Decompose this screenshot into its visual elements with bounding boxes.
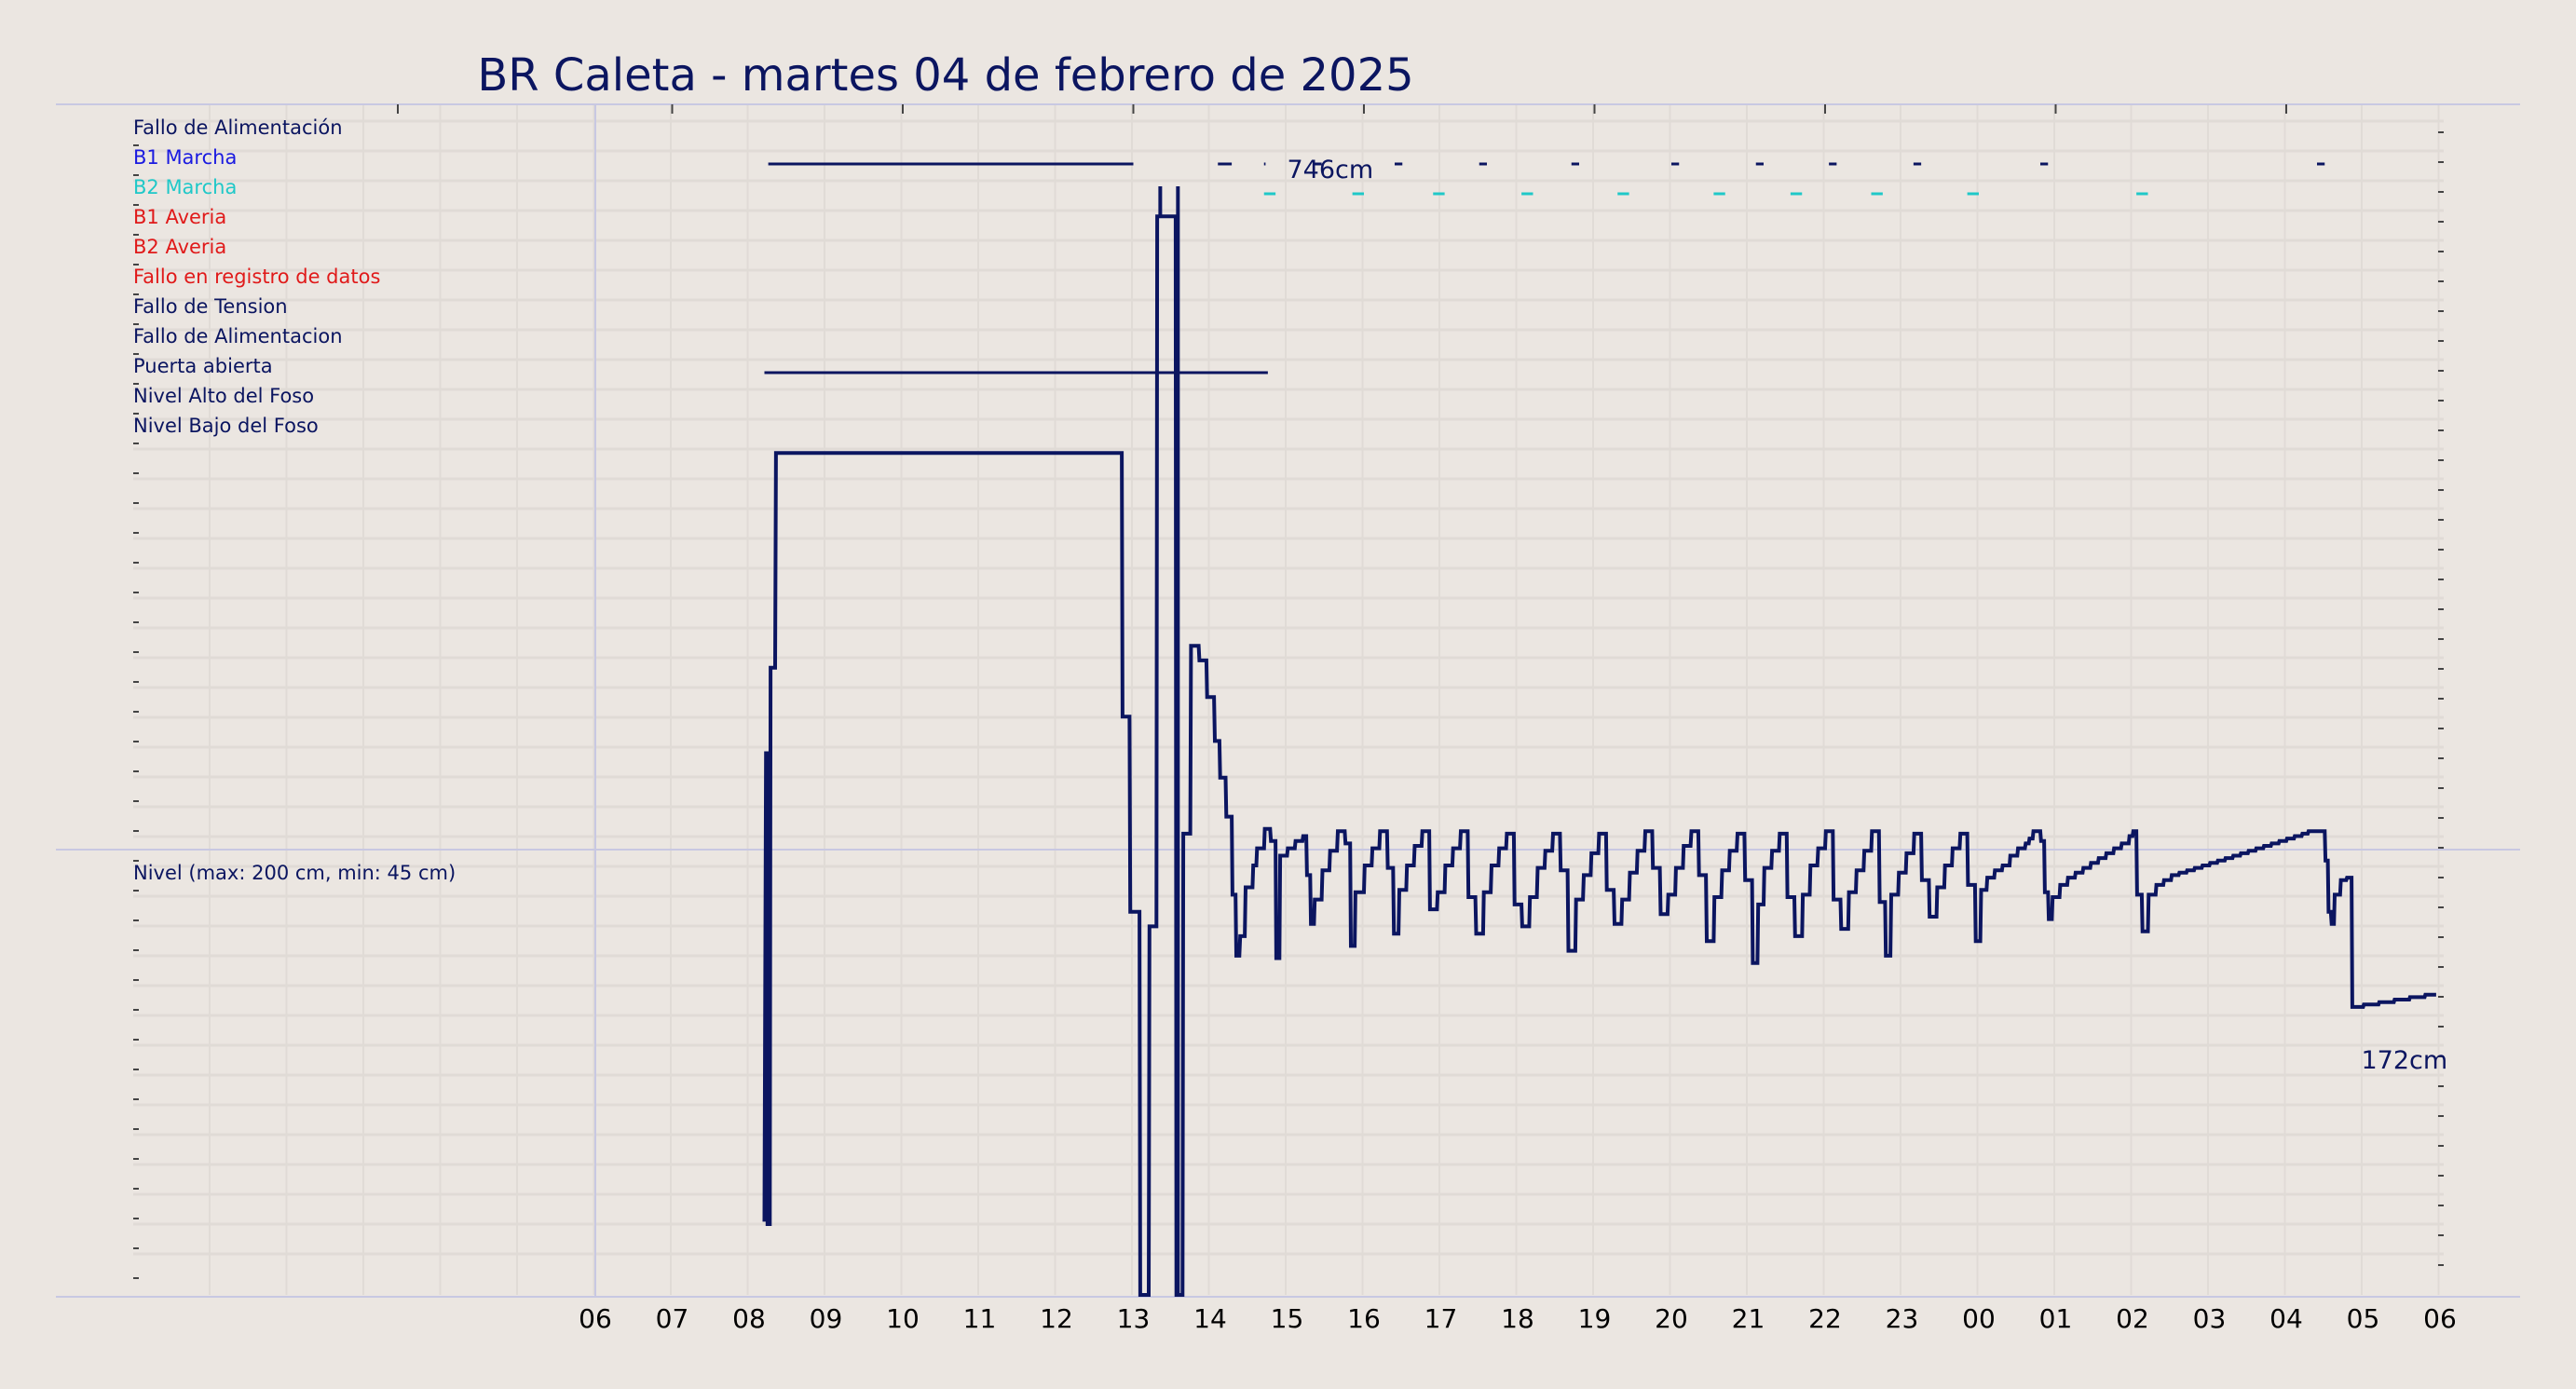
x-tick-label: 01 [2039,1303,2073,1334]
status-label: B1 Marcha [133,146,237,169]
x-tick-label: 11 [963,1303,997,1334]
grid [133,104,2444,1295]
status-label: Fallo de Alimentacion [133,325,343,347]
annotation-label: 746cm [1288,156,1374,184]
level-label: Nivel (max: 200 cm, min: 45 cm) [133,862,456,884]
x-tick-label: 21 [1732,1303,1765,1334]
status-label: Fallo de Tension [133,295,288,318]
annotation-label: 172cm [2362,1046,2448,1075]
x-tick-label: 04 [2269,1303,2303,1334]
x-tick-label: 05 [2347,1303,2380,1334]
annotations: 746cm 172cm [1288,156,2448,1075]
status-label: B2 Averia [133,236,226,258]
status-label: Fallo en registro de datos [133,266,380,288]
x-tick-label: 09 [810,1303,843,1334]
x-tick-label: 14 [1193,1303,1227,1334]
chart-title: BR Caleta - martes 04 de febrero de 2025 [477,49,1413,102]
x-tick-label: 00 [1962,1303,1996,1334]
status-label: Puerta abierta [133,355,273,377]
x-tick-label: 12 [1040,1303,1073,1334]
status-label: Nivel Alto del Foso [133,385,314,407]
x-tick-label: 16 [1347,1303,1381,1334]
x-tick-label: 03 [2193,1303,2227,1334]
x-tick-label: 17 [1424,1303,1458,1334]
x-tick-label: 08 [732,1303,766,1334]
status-labels: Fallo de Alimentación B1 Marcha B2 Marcha B… [133,116,380,437]
x-tick-label: 06 [2423,1303,2457,1334]
x-tick-label: 07 [656,1303,689,1334]
x-tick-label: 02 [2116,1303,2149,1334]
x-tick-label: 15 [1271,1303,1304,1334]
status-runs [764,162,2325,374]
plot-frame [56,103,2520,1298]
x-tick-label: 23 [1886,1303,1919,1334]
level-line [762,214,2436,1297]
x-tick-label: 22 [1808,1303,1842,1334]
status-label: B2 Marcha [133,176,237,198]
x-tick-label: 06 [579,1303,612,1334]
x-tick-label: 18 [1501,1303,1534,1334]
x-tick-label: 10 [886,1303,920,1334]
level-series [762,186,2436,1297]
status-label: Fallo de Alimentación [133,116,343,139]
x-tick-label: 20 [1655,1303,1688,1334]
x-tick-label: 13 [1117,1303,1151,1334]
x-axis: 06 07 08 09 10 11 12 13 14 15 16 17 18 19 20 21 22 23 00 01… [579,1303,2457,1334]
status-label: B1 Averia [133,206,226,228]
x-tick-label: 19 [1578,1303,1612,1334]
status-label: Nivel Bajo del Foso [133,415,319,437]
